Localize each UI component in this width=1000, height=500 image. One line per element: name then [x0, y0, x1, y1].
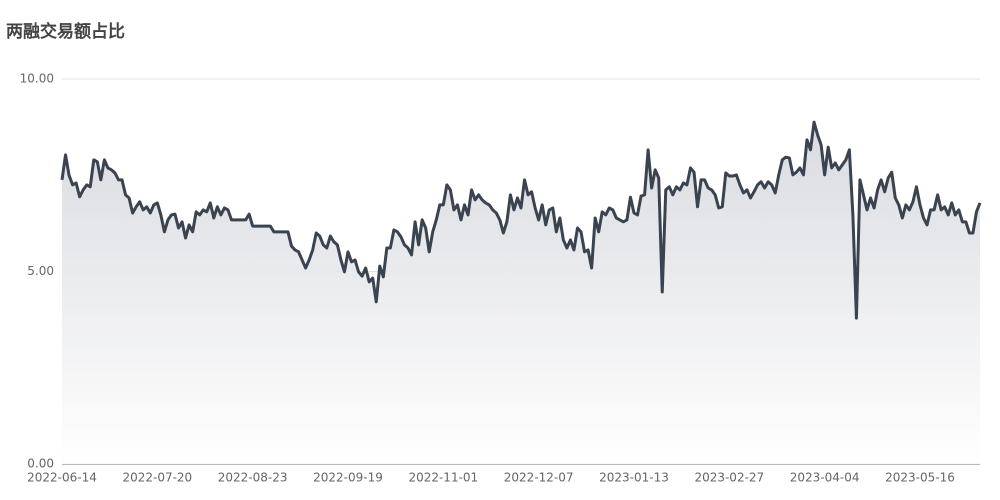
x-tick-label: 2022-08-23: [218, 471, 288, 485]
y-tick-label: 5.00: [27, 264, 54, 278]
x-tick-label: 2022-07-20: [122, 471, 192, 485]
x-tick-label: 2023-02-27: [694, 471, 764, 485]
x-tick-label: 2023-01-13: [599, 471, 669, 485]
y-tick-label: 0.00: [27, 457, 54, 471]
x-tick-label: 2022-11-01: [408, 471, 478, 485]
x-tick-label: 2023-04-04: [790, 471, 860, 485]
y-tick-label: 10.00: [20, 72, 54, 86]
x-tick-label: 2022-12-07: [504, 471, 574, 485]
x-tick-label: 2022-06-14: [27, 471, 97, 485]
x-tick-label: 2022-09-19: [313, 471, 383, 485]
line: [60, 120, 982, 320]
chart-title: 两融交易额占比: [6, 21, 125, 42]
x-tick-label: 2023-05-16: [885, 471, 955, 485]
area: [62, 122, 980, 465]
